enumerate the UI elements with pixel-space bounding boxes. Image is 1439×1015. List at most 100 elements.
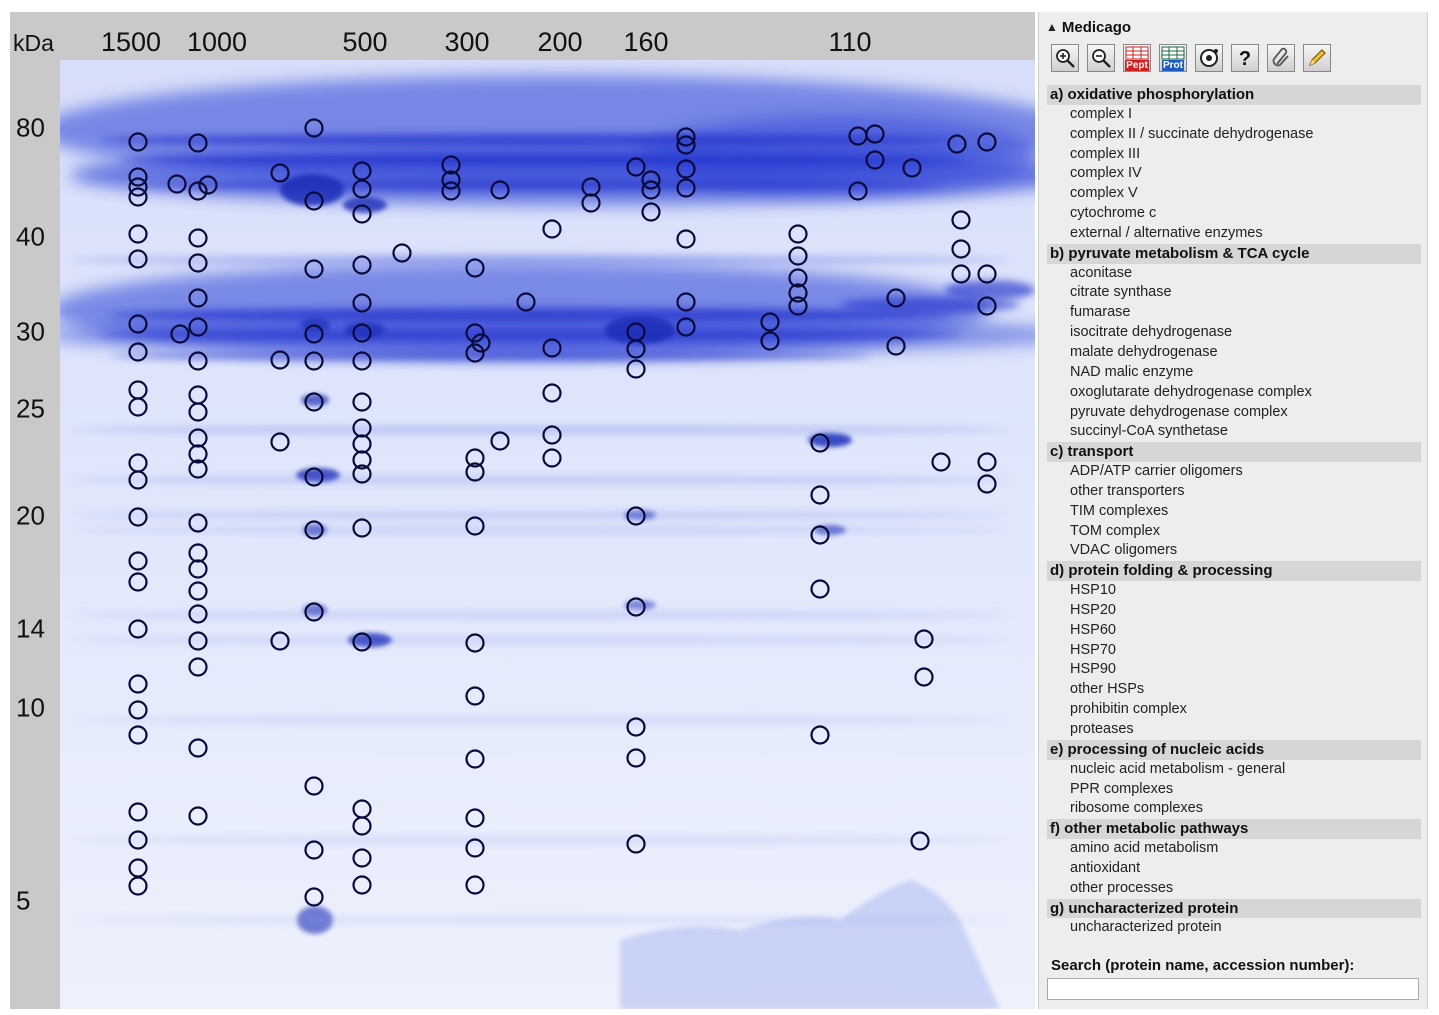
spot-circle: [977, 474, 997, 494]
category-item[interactable]: HSP60: [1070, 621, 1116, 638]
attach-button[interactable]: [1267, 44, 1295, 72]
protein-table-text: Prot: [1162, 59, 1184, 71]
category-item[interactable]: ADP/ATP carrier oligomers: [1070, 463, 1243, 480]
category-item[interactable]: PPR complexes: [1070, 780, 1174, 797]
protein-table-button[interactable]: Prot: [1159, 44, 1187, 72]
spot-circle: [188, 581, 208, 601]
gel-bottom-smear: [620, 880, 1000, 1009]
spot-circle: [626, 506, 646, 526]
peptide-table-button[interactable]: Pept: [1123, 44, 1151, 72]
category-item[interactable]: prohibitin complex: [1070, 701, 1187, 718]
collapse-triangle-icon[interactable]: ▲: [1046, 20, 1058, 34]
category-item[interactable]: oxoglutarate dehydrogenase complex: [1070, 383, 1312, 400]
category-header[interactable]: a) oxidative phosphorylation: [1047, 85, 1421, 105]
category-item[interactable]: amino acid metabolism: [1070, 840, 1219, 857]
category-item[interactable]: NAD malic enzyme: [1070, 363, 1194, 380]
category-item[interactable]: antioxidant: [1070, 859, 1141, 876]
gel-spot-blob: [808, 433, 852, 447]
spot-circle: [465, 258, 485, 278]
category-item[interactable]: uncharacterized protein: [1070, 919, 1222, 936]
settings-button[interactable]: [1195, 44, 1223, 72]
category-item[interactable]: complex V: [1070, 185, 1138, 202]
category-item[interactable]: ribosome complexes: [1070, 800, 1203, 817]
category-item[interactable]: citrate synthase: [1070, 284, 1172, 301]
category-header[interactable]: d) protein folding & processing: [1047, 561, 1421, 582]
category-item[interactable]: HSP70: [1070, 641, 1116, 658]
category-item[interactable]: pyruvate dehydrogenase complex: [1070, 403, 1288, 420]
gel-viewer[interactable]: kDa 1500 1000 500 300 200 160 110 80 40 …: [10, 12, 1035, 1009]
spot-circle: [626, 748, 646, 768]
spot-circle: [304, 840, 324, 860]
category-item[interactable]: HSP20: [1070, 601, 1116, 618]
spot-circle: [676, 135, 696, 155]
spot-circle: [810, 433, 830, 453]
spot-circle: [128, 572, 148, 592]
zoom-in-button[interactable]: [1051, 44, 1079, 72]
search-label: Search (protein name, accession number):: [1051, 957, 1355, 974]
gel-spot-blob: [280, 174, 344, 206]
spot-circle: [304, 191, 324, 211]
side-marker-80: 80: [16, 112, 45, 143]
category-item[interactable]: external / alternative enzymes: [1070, 224, 1263, 241]
spot-circle: [352, 179, 372, 199]
spot-circle: [542, 338, 562, 358]
category-item[interactable]: cytochrome c: [1070, 205, 1157, 222]
category-item[interactable]: VDAC oligomers: [1070, 542, 1178, 559]
spot-circle: [951, 264, 971, 284]
zoom-out-icon: [1092, 49, 1111, 68]
help-icon: ?: [1239, 48, 1251, 70]
category-item[interactable]: proteases: [1070, 721, 1134, 737]
category-item[interactable]: fumarase: [1070, 304, 1131, 321]
spot-circle: [304, 351, 324, 371]
search-input[interactable]: [1047, 978, 1419, 1000]
category-item[interactable]: other processes: [1070, 879, 1174, 896]
spot-circle: [676, 159, 696, 179]
gel-band: [100, 329, 960, 341]
category-item[interactable]: TOM complex: [1070, 522, 1160, 539]
spot-circle: [810, 579, 830, 599]
spot-circle: [128, 700, 148, 720]
spot-circle: [352, 293, 372, 313]
category-item[interactable]: nucleic acid metabolism - general: [1070, 760, 1286, 777]
category-item[interactable]: aconitase: [1070, 264, 1133, 281]
circle-settings-icon: [1200, 49, 1218, 67]
category-item[interactable]: isocitrate dehydrogenase: [1070, 324, 1233, 341]
category-header[interactable]: f) other metabolic pathways: [1047, 819, 1421, 840]
spot-circle: [810, 485, 830, 505]
category-item[interactable]: malate dehydrogenase: [1070, 343, 1218, 360]
gel-image[interactable]: [60, 60, 1035, 1009]
category-header[interactable]: g) uncharacterized protein: [1047, 898, 1421, 919]
gel-spot-blob: [605, 316, 675, 344]
category-header[interactable]: e) processing of nucleic acids: [1047, 739, 1421, 760]
spot-circle: [977, 296, 997, 316]
category-item[interactable]: other transporters: [1070, 482, 1185, 499]
top-marker-200: 200: [537, 27, 583, 57]
category-item[interactable]: complex IV: [1070, 165, 1142, 182]
category-item[interactable]: complex I: [1070, 105, 1133, 122]
category-item[interactable]: succinyl-CoA synthetase: [1070, 423, 1228, 440]
help-button[interactable]: ?: [1231, 44, 1259, 72]
category-header[interactable]: c) transport: [1047, 442, 1421, 463]
edit-button[interactable]: [1303, 44, 1331, 72]
spot-circle: [128, 551, 148, 571]
spot-circle: [788, 296, 808, 316]
spot-circle: [788, 246, 808, 266]
panel-header[interactable]: ▲ Medicago: [1046, 17, 1131, 37]
category-item[interactable]: TIM complexes: [1070, 502, 1169, 519]
zoom-out-button[interactable]: [1087, 44, 1115, 72]
category-item[interactable]: complex III: [1070, 145, 1141, 162]
gel-band: [100, 134, 960, 146]
category-item[interactable]: complex II / succinate dehydrogenase: [1070, 125, 1314, 142]
category-item[interactable]: HSP90: [1070, 661, 1116, 678]
category-header[interactable]: b) pyruvate metabolism & TCA cycle: [1047, 243, 1421, 264]
top-marker-110: 110: [828, 27, 872, 57]
top-marker-300: 300: [444, 27, 490, 57]
paperclip-icon: [1272, 47, 1289, 67]
category-item[interactable]: HSP10: [1070, 582, 1116, 599]
side-marker-30: 30: [16, 316, 45, 347]
category-item[interactable]: other HSPs: [1070, 681, 1145, 698]
gel-smear: [70, 526, 1010, 534]
spot-circle: [352, 255, 372, 275]
spot-circle: [760, 331, 780, 351]
side-marker-5: 5: [16, 885, 31, 916]
